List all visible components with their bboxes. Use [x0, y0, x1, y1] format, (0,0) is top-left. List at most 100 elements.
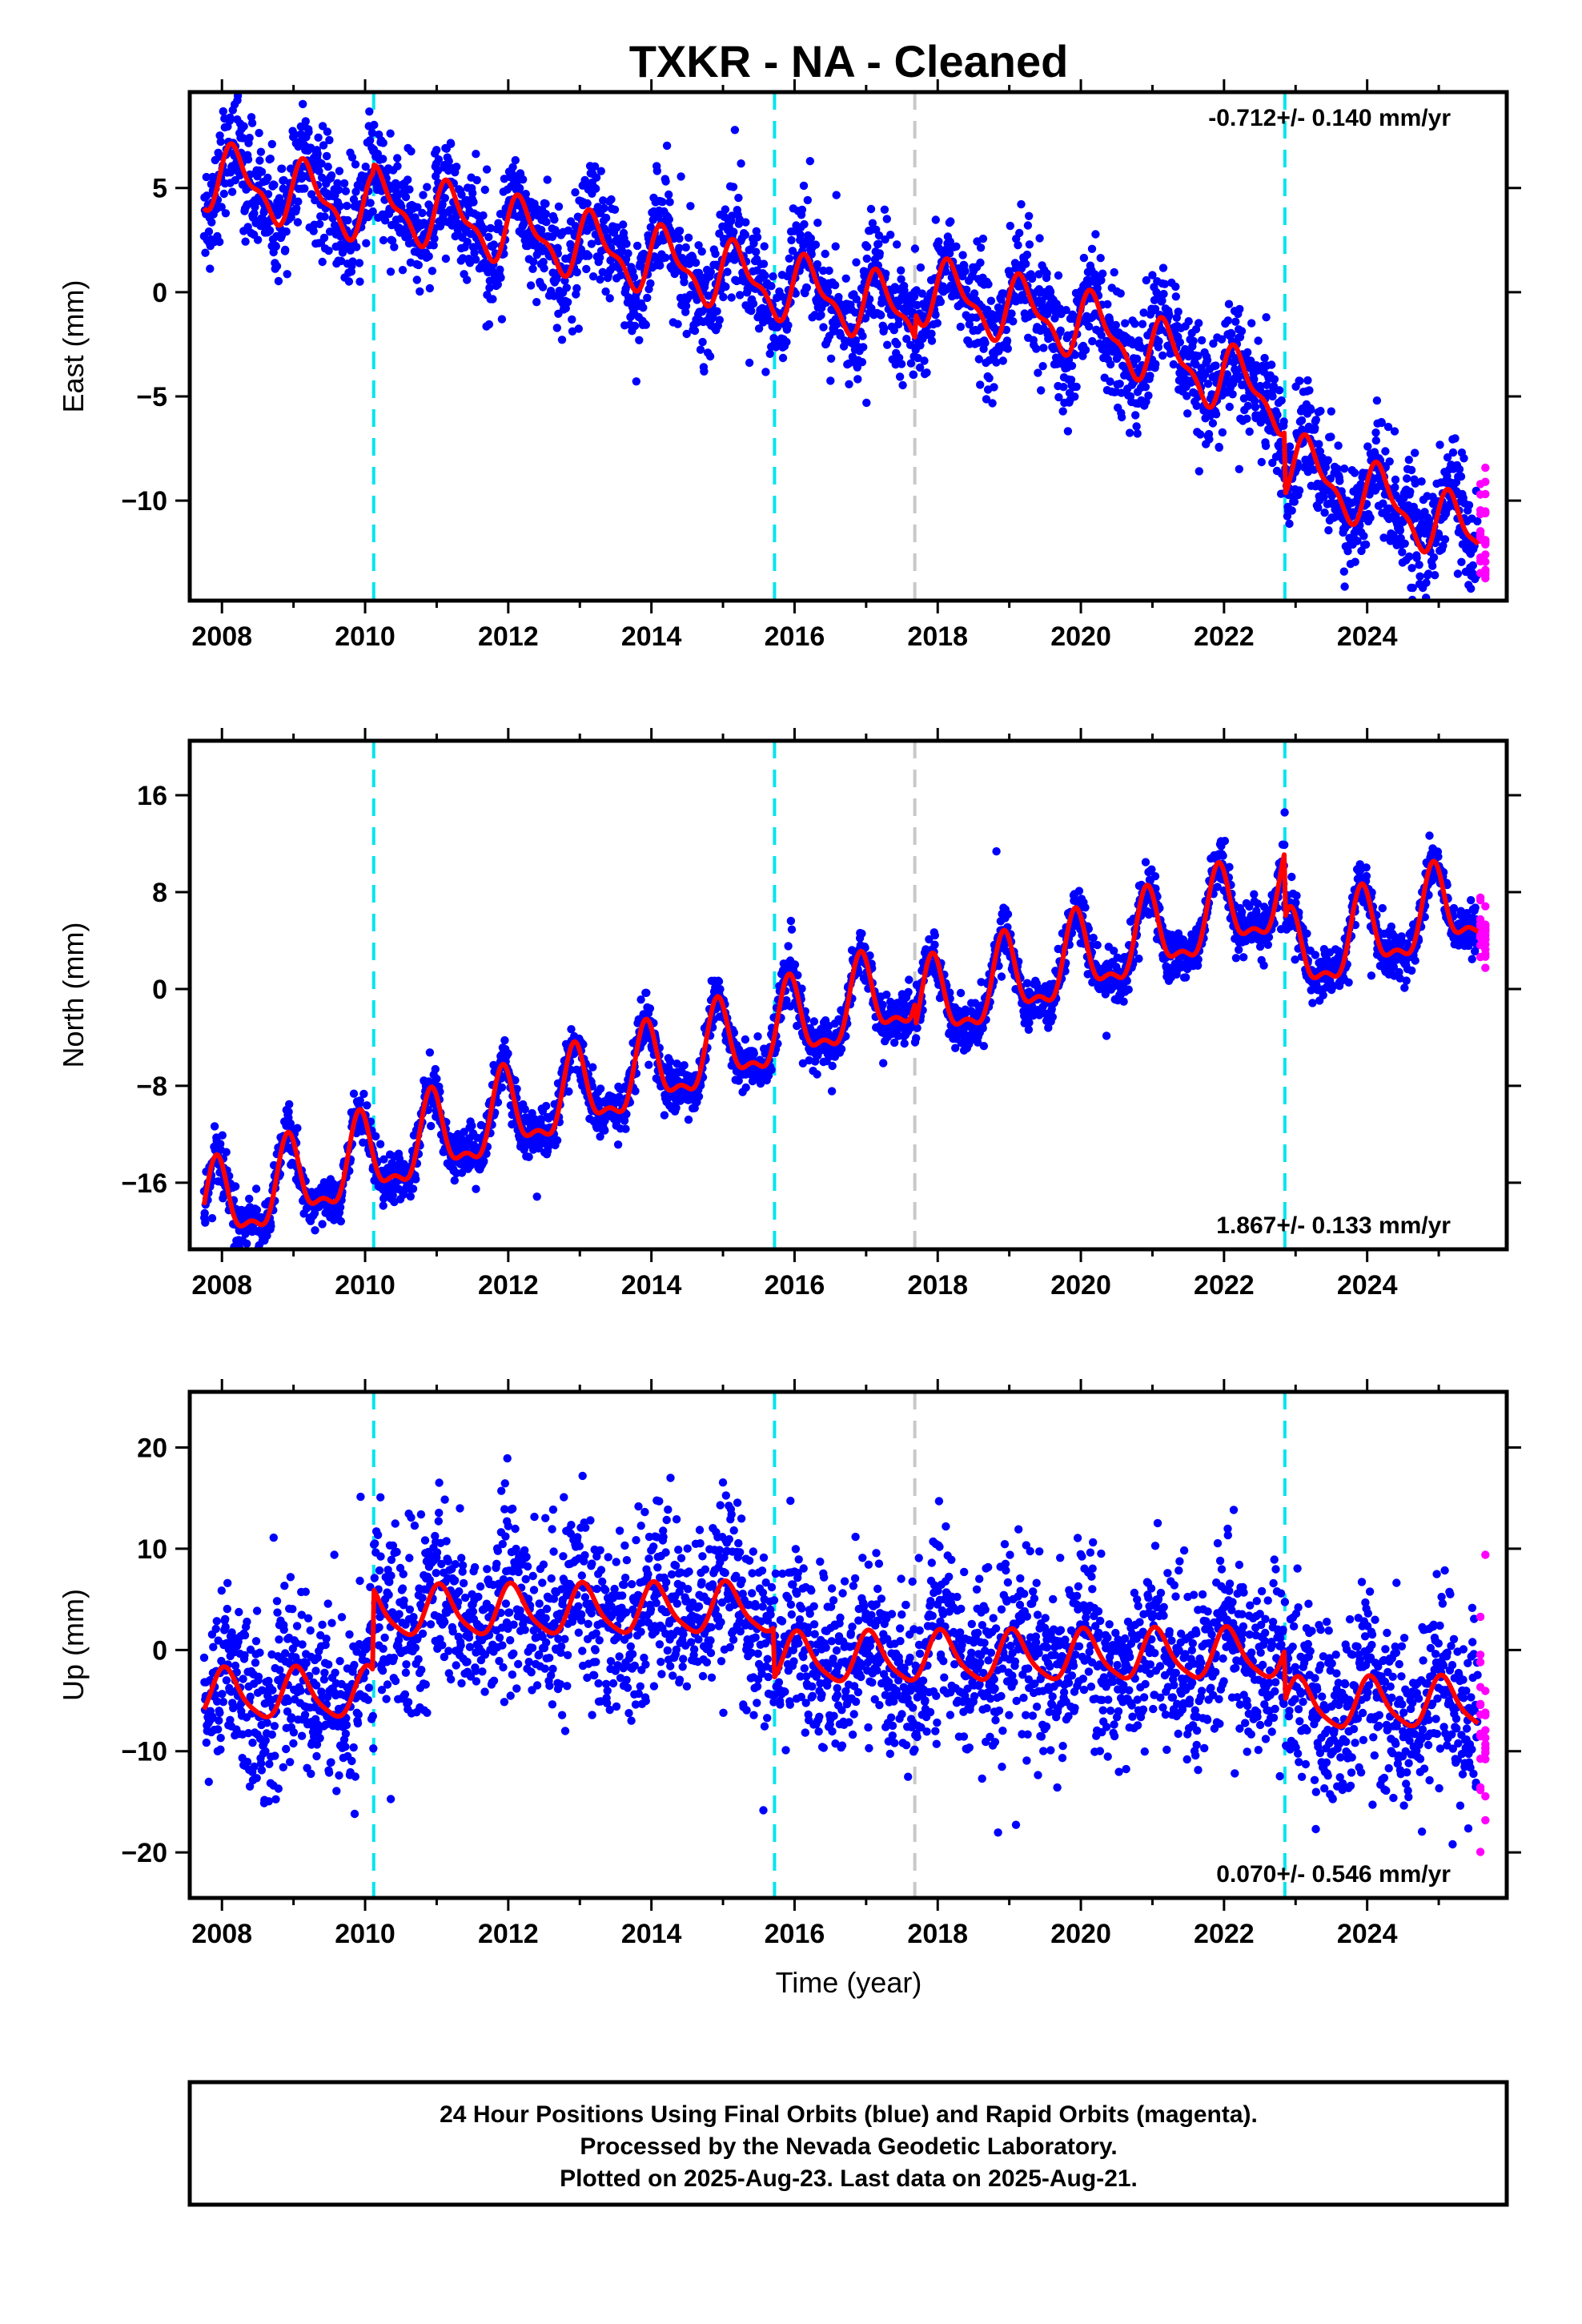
east-final-point: [596, 253, 604, 262]
east-final-point: [484, 232, 493, 242]
east-final-point: [425, 283, 435, 293]
east-final-point: [1054, 271, 1063, 280]
east-final-point: [715, 316, 724, 324]
east-final-point: [1106, 360, 1115, 369]
east-final-point: [1195, 319, 1203, 328]
east-final-point: [1039, 344, 1048, 352]
east-final-point: [355, 259, 364, 267]
east-final-point: [859, 343, 868, 352]
east-final-point: [1339, 464, 1349, 473]
east-final-point: [1395, 526, 1405, 535]
east-final-point: [315, 167, 323, 175]
east-final-point: [1379, 499, 1387, 508]
east-final-point: [299, 99, 307, 109]
east-final-point: [877, 311, 885, 320]
east-final-point: [661, 253, 670, 262]
east-final-point: [1455, 464, 1464, 474]
east-final-point: [857, 358, 867, 367]
east-final-point: [1335, 476, 1344, 485]
east-final-point: [1251, 396, 1259, 405]
east-final-point: [414, 260, 423, 270]
east-final-point: [423, 183, 432, 191]
east-final-point: [1006, 221, 1015, 231]
east-final-point: [419, 191, 428, 199]
east-final-point: [632, 377, 640, 386]
east-final-point: [1470, 649, 1478, 657]
east-final-point: [480, 224, 489, 234]
east-final-point: [271, 242, 280, 251]
east-final-point: [1192, 401, 1202, 410]
east-final-point: [1305, 386, 1314, 395]
north-final-point: [363, 1101, 371, 1110]
east-final-point: [1261, 441, 1271, 450]
east-final-point: [1022, 259, 1030, 268]
north-final-point: [201, 1218, 210, 1227]
east-final-point: [895, 372, 905, 381]
east-final-point: [826, 354, 836, 363]
east-final-point: [562, 283, 571, 292]
east-final-point: [482, 165, 492, 174]
east-final-point: [927, 329, 936, 338]
east-final-point: [819, 323, 828, 332]
north-final-point: [450, 1176, 459, 1185]
east-final-point: [797, 205, 807, 215]
north-final-point: [263, 1231, 271, 1240]
north-final-point: [218, 1131, 227, 1140]
east-final-point: [736, 291, 745, 300]
east-final-point: [1307, 405, 1315, 414]
east-final-point: [320, 212, 329, 221]
east-x-tick-label: 2008: [191, 621, 252, 652]
east-final-point: [599, 196, 608, 205]
east-final-point: [1277, 396, 1286, 405]
east-final-point: [370, 120, 379, 130]
east-final-point: [1467, 584, 1476, 593]
east-final-point: [934, 237, 943, 246]
east-final-point: [970, 289, 979, 298]
east-final-points: [199, 92, 1482, 657]
east-final-point: [1110, 267, 1118, 277]
north-final-point: [207, 1214, 217, 1223]
north-final-point: [406, 1192, 415, 1201]
east-final-point: [1267, 360, 1276, 369]
east-final-point: [753, 233, 762, 242]
east-final-point: [1372, 396, 1382, 405]
east-final-point: [1025, 211, 1034, 220]
east-final-point: [705, 352, 715, 361]
east-final-point: [675, 227, 685, 235]
east-final-point: [909, 370, 918, 380]
east-final-point: [309, 227, 318, 235]
east-final-point: [351, 187, 360, 196]
east-final-point: [1174, 308, 1182, 316]
east-final-point: [759, 259, 769, 268]
east-final-point: [893, 340, 901, 348]
east-plot-area: [199, 92, 1490, 657]
east-final-point: [250, 209, 259, 218]
east-final-point: [1023, 221, 1033, 230]
east-final-point: [404, 175, 412, 184]
east-final-point: [624, 249, 632, 258]
north-final-point: [827, 1087, 837, 1096]
east-final-point: [1371, 428, 1380, 437]
east-final-point: [1038, 362, 1047, 371]
east-final-point: [496, 273, 505, 282]
north-final-point: [680, 1061, 689, 1070]
east-final-point: [318, 122, 327, 131]
east-final-point: [1333, 464, 1342, 473]
east-final-point: [1160, 279, 1170, 288]
east-final-point: [526, 281, 536, 290]
east-final-point: [583, 199, 592, 208]
east-final-point: [1151, 360, 1160, 368]
east-final-point: [380, 216, 390, 225]
east-final-point: [1063, 427, 1073, 436]
east-final-point: [946, 217, 955, 226]
east-final-point: [472, 255, 480, 264]
east-final-point: [1428, 561, 1437, 570]
east-final-point: [452, 219, 462, 228]
east-final-point: [1287, 506, 1296, 515]
east-final-point: [386, 267, 396, 276]
east-final-point: [416, 287, 424, 296]
east-final-point: [390, 243, 399, 251]
east-final-point: [673, 320, 682, 328]
east-final-point: [344, 277, 354, 286]
east-final-point: [255, 156, 264, 165]
